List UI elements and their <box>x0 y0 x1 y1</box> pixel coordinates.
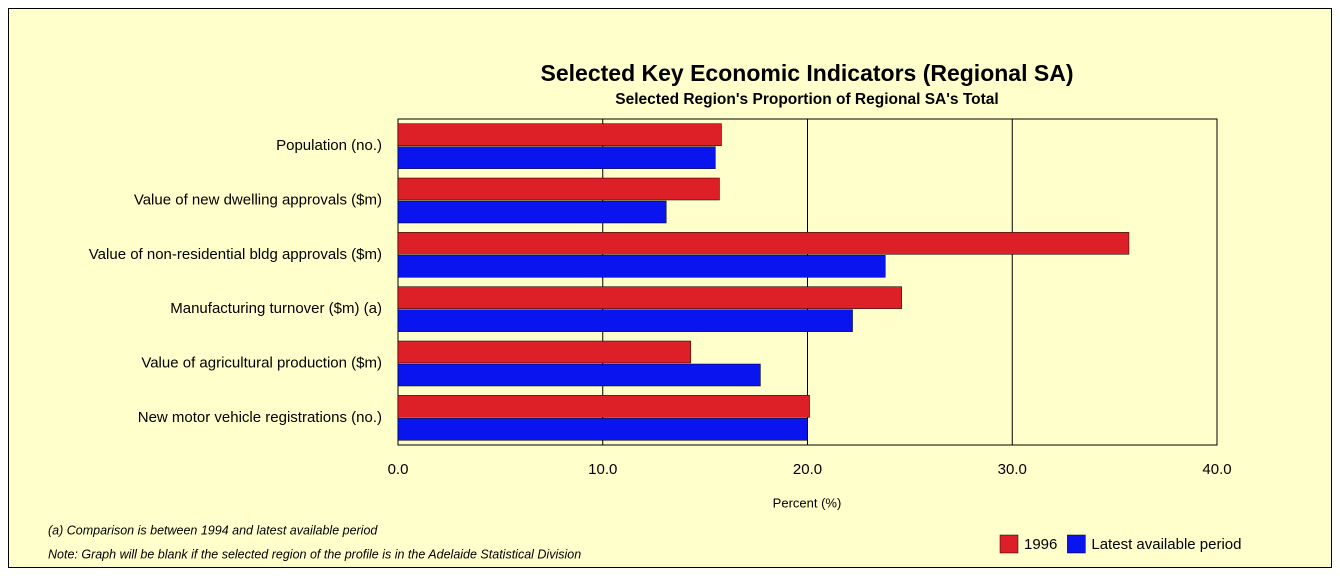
bar <box>397 418 808 441</box>
bar <box>397 395 810 418</box>
x-tick-label: 10.0 <box>588 461 617 478</box>
legend-label: Latest available period <box>1091 536 1241 553</box>
bar <box>397 286 902 309</box>
x-axis-title: Percent (%) <box>773 495 842 510</box>
legend-label: 1996 <box>1024 536 1057 553</box>
legend-swatch <box>1067 534 1086 554</box>
bar <box>397 340 692 364</box>
bar <box>397 123 722 146</box>
y-tick-label: Manufacturing turnover ($m) (a) <box>170 300 382 317</box>
y-tick-label: New motor vehicle registrations (no.) <box>138 409 382 426</box>
x-tick-label: 20.0 <box>793 461 822 478</box>
bar <box>397 255 886 278</box>
chart-subtitle: Selected Region's Proportion of Regional… <box>615 91 998 108</box>
bar <box>397 146 716 169</box>
footnote: (a) Comparison is between 1994 and lates… <box>48 523 378 537</box>
footnote: Note: Graph will be blank if the selecte… <box>48 547 581 561</box>
y-tick-label: Value of agricultural production ($m) <box>141 354 382 371</box>
y-tick-label: Value of non-residential bldg approvals … <box>89 246 382 263</box>
bar <box>397 309 853 332</box>
chart-title: Selected Key Economic Indicators (Region… <box>541 60 1074 86</box>
x-tick-label: 30.0 <box>998 461 1027 478</box>
y-tick-label: Value of new dwelling approvals ($m) <box>134 191 382 208</box>
bar <box>397 363 761 387</box>
y-tick-label: Population (no.) <box>276 137 382 154</box>
bar <box>397 232 1130 255</box>
bar <box>397 177 720 201</box>
x-tick-label: 40.0 <box>1202 461 1231 478</box>
legend-swatch <box>999 534 1019 554</box>
x-tick-label: 0.0 <box>388 461 409 478</box>
bar <box>397 200 667 224</box>
